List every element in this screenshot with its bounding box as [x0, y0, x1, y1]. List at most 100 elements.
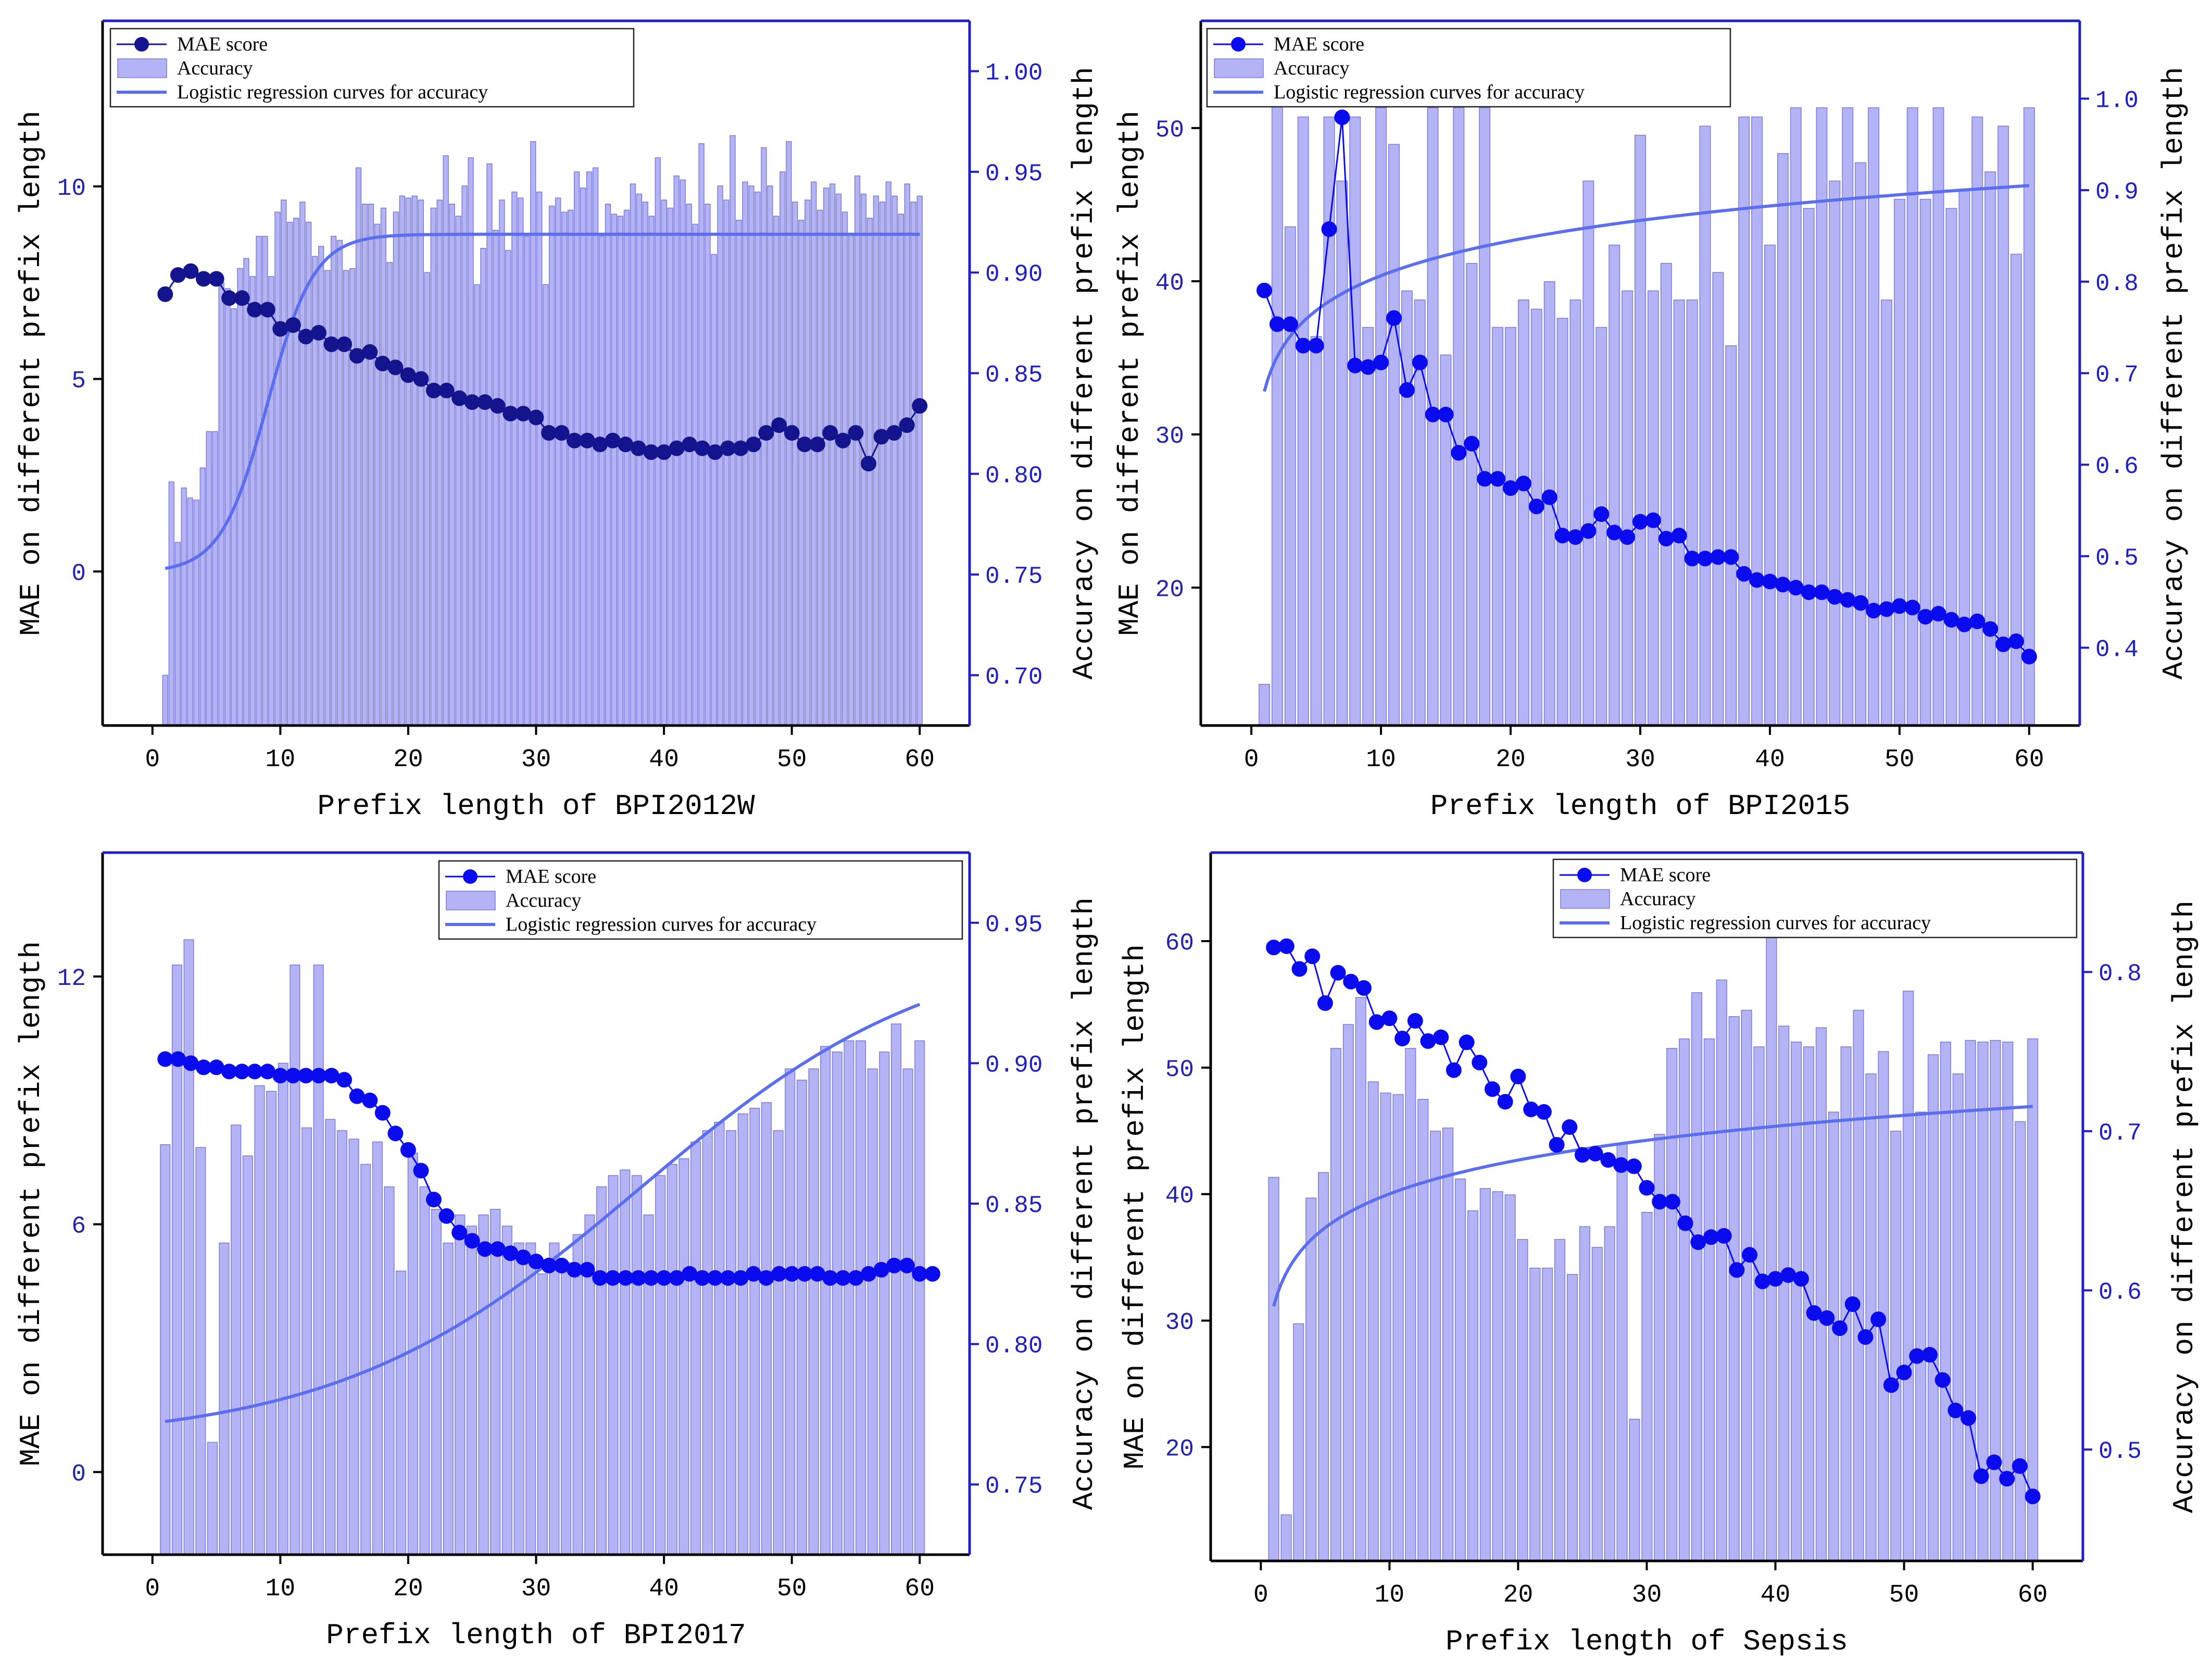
accuracy-bar — [1467, 1210, 1478, 1561]
legend-mae-marker — [134, 37, 149, 52]
accuracy-bar — [711, 254, 717, 726]
legend-mae-marker — [1577, 868, 1592, 882]
accuracy-bar — [667, 207, 673, 726]
accuracy-bar — [631, 1175, 642, 1555]
accuracy-bar — [549, 205, 555, 726]
accuracy-bar — [725, 1130, 737, 1555]
x-tick-label: 0 — [1244, 746, 1259, 774]
accuracy-bar — [898, 214, 904, 726]
mae-point — [1606, 524, 1623, 541]
accuracy-bar — [336, 1130, 347, 1555]
mae-point — [1412, 354, 1428, 370]
accuracy-bar — [648, 216, 655, 726]
accuracy-bar — [1629, 1419, 1640, 1561]
accuracy-bar — [480, 248, 486, 726]
mae-point — [451, 1224, 468, 1241]
mae-point — [1973, 1468, 1989, 1484]
accuracy-bar — [313, 964, 324, 1555]
accuracy-bar — [1466, 262, 1478, 726]
mae-point — [1943, 612, 1959, 628]
mae-point — [1658, 531, 1674, 547]
accuracy-bar — [879, 202, 886, 726]
accuracy-bar — [854, 175, 861, 726]
mae-point — [631, 1270, 646, 1286]
accuracy-bar — [1635, 134, 1646, 726]
accuracy-bar — [1984, 171, 1996, 726]
accuracy-bar — [443, 1242, 454, 1555]
mae-point — [438, 1208, 455, 1224]
mae-point — [298, 1068, 314, 1084]
mae-point — [285, 317, 301, 333]
y-right-tick-label: 0.6 — [2095, 453, 2139, 480]
accuracy-bar — [816, 209, 823, 726]
accuracy-bar — [443, 155, 449, 726]
accuracy-bar — [1268, 1177, 1279, 1561]
mae-point — [848, 1270, 864, 1286]
y-right-tick-label: 0.95 — [985, 160, 1042, 187]
accuracy-bar — [1405, 1048, 1416, 1561]
x-tick-label: 40 — [1761, 1581, 1791, 1609]
mae-point — [1840, 592, 1856, 608]
mae-point — [694, 1270, 710, 1286]
mae-point — [1317, 995, 1333, 1011]
mae-point — [1490, 471, 1506, 487]
accuracy-bar — [1280, 1514, 1292, 1561]
x-tick-label: 40 — [649, 1575, 679, 1603]
accuracy-bar — [1417, 1098, 1429, 1561]
accuracy-bar — [249, 276, 256, 726]
accuracy-bar — [1703, 1038, 1715, 1561]
accuracy-bar — [661, 199, 667, 726]
mae-point — [183, 263, 199, 279]
y-left-tick-label: 20 — [1165, 1435, 1194, 1462]
mae-point — [656, 1270, 672, 1286]
accuracy-bar — [268, 276, 274, 726]
y-left-tick-label: 30 — [1155, 423, 1184, 450]
mae-point — [873, 1261, 889, 1278]
accuracy-bar — [1903, 991, 1914, 1561]
accuracy-bar — [418, 199, 424, 726]
accuracy-bar — [231, 308, 237, 726]
mae-point — [157, 286, 173, 302]
accuracy-bar — [1401, 290, 1413, 726]
accuracy-bar — [1716, 979, 1727, 1561]
mae-point — [541, 1257, 557, 1273]
mae-point — [1291, 961, 1308, 977]
accuracy-bar — [1919, 198, 1931, 726]
mae-point — [1947, 1403, 1964, 1418]
accuracy-bar — [168, 481, 174, 726]
accuracy-bar — [181, 487, 187, 726]
accuracy-bar — [835, 193, 842, 726]
accuracy-bar — [424, 272, 430, 726]
mae-point — [733, 440, 749, 456]
mae-point — [157, 1051, 173, 1067]
y-left-tick-label: 0 — [71, 560, 86, 587]
mae-point — [336, 1072, 353, 1088]
accuracy-bar — [468, 157, 474, 726]
mae-point — [1909, 1348, 1925, 1364]
accuracy-bar — [505, 249, 511, 726]
y-left-tick-label: 0 — [71, 1460, 86, 1487]
accuracy-bar — [702, 1130, 713, 1555]
mae-point — [221, 1064, 237, 1080]
y-right-tick-label: 0.8 — [2095, 270, 2139, 297]
accuracy-bar — [1310, 336, 1322, 726]
mae-point — [809, 436, 825, 453]
accuracy-bar — [396, 1270, 407, 1555]
mae-point — [464, 394, 480, 410]
accuracy-bar — [449, 204, 455, 726]
accuracy-bar — [1791, 1041, 1802, 1561]
chart-panel-bpi2017: 0 10 20 30 40 50 60 0 6 12 0.75 0.80 0.85 0.90 0.95 Pre… — [15, 851, 1101, 1652]
accuracy-bar — [524, 235, 530, 726]
mae-point — [682, 436, 698, 453]
legend-accuracy-swatch — [117, 58, 167, 78]
mae-point — [1775, 577, 1791, 593]
mae-point — [2021, 648, 2037, 665]
mae-point — [183, 1055, 199, 1071]
accuracy-bar — [805, 199, 811, 726]
mae-point — [438, 382, 455, 398]
accuracy-bar — [1556, 318, 1568, 726]
mae-point — [1742, 1247, 1758, 1263]
accuracy-bar — [160, 1144, 171, 1555]
mae-point — [567, 432, 583, 448]
accuracy-bar — [910, 202, 916, 726]
